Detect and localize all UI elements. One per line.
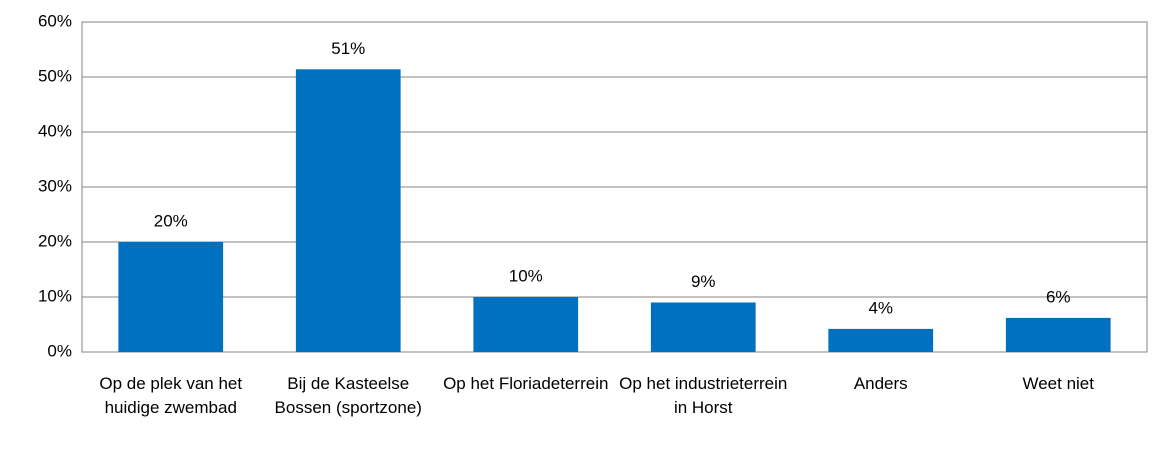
y-tick-label: 60% [38, 11, 72, 30]
bar [828, 328, 934, 352]
bar [650, 302, 756, 352]
value-label: 51% [331, 39, 365, 58]
x-tick-label: Weet niet [1022, 374, 1094, 393]
x-tick-label: Op het industrieterrein in Horst [619, 374, 788, 417]
value-label: 4% [868, 298, 893, 317]
x-tick-label: Bij de Kasteelse Bossen (sportzone) [274, 374, 422, 417]
y-tick-label: 50% [38, 66, 72, 85]
bar [473, 297, 579, 352]
y-tick-label: 0% [47, 341, 72, 360]
y-tick-label: 20% [38, 231, 72, 250]
value-label: 20% [154, 211, 188, 230]
x-tick-label: Op het Floriadeterrein [443, 374, 609, 393]
x-tick-label: Op de plek van het huidige zwembad [99, 374, 243, 417]
value-label: 6% [1046, 287, 1071, 306]
y-tick-label: 10% [38, 286, 72, 305]
x-tick-label: Anders [853, 374, 908, 393]
value-label: 10% [509, 266, 543, 285]
bar [295, 69, 401, 353]
bar [118, 242, 224, 352]
value-label: 9% [691, 272, 716, 291]
bar [1005, 317, 1111, 352]
y-tick-label: 40% [38, 121, 72, 140]
y-tick-label: 30% [38, 176, 72, 195]
